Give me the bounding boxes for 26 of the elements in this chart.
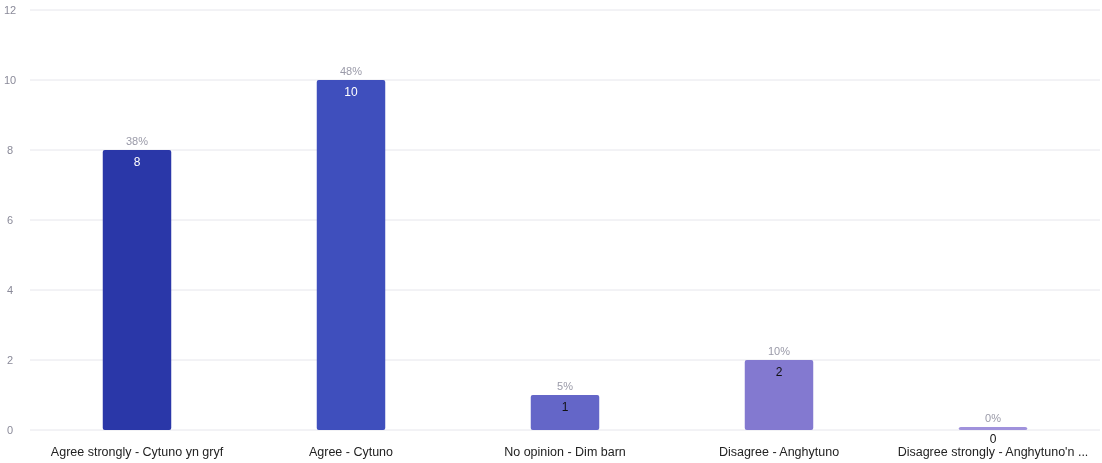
annotation: 5%: [557, 380, 574, 392]
x-tick-label: Disagree - Anghytuno: [718, 445, 840, 459]
data-label: 10: [344, 85, 358, 99]
x-tick-label: No opinion - Dim barn: [504, 445, 626, 459]
data-label: 0: [989, 432, 997, 446]
data-label: 8: [133, 155, 141, 169]
x-tick-label: Agree strongly - Cytuno yn gryf: [50, 445, 224, 459]
y-tick-label: 2: [6, 354, 14, 366]
bar: [102, 150, 172, 430]
bar: [530, 395, 600, 430]
y-tick-label: 0: [6, 424, 14, 436]
data-label: 2: [775, 365, 783, 379]
bar: [316, 80, 386, 430]
annotation: 0%: [985, 412, 1002, 424]
y-tick-label: 6: [6, 214, 14, 226]
y-tick-label: 12: [3, 4, 17, 16]
data-label: 1: [561, 400, 569, 414]
annotation: 48%: [339, 65, 363, 77]
bar: [744, 360, 814, 430]
y-tick-label: 8: [6, 144, 14, 156]
y-tick-label: 4: [6, 284, 14, 296]
x-tick-label: Disagree strongly - Anghytuno'n ...: [897, 445, 1089, 459]
x-tick-label: Agree - Cytuno: [308, 445, 394, 459]
annotation: 38%: [125, 135, 149, 147]
y-tick-label: 10: [3, 74, 17, 86]
annotation: 10%: [767, 345, 791, 357]
